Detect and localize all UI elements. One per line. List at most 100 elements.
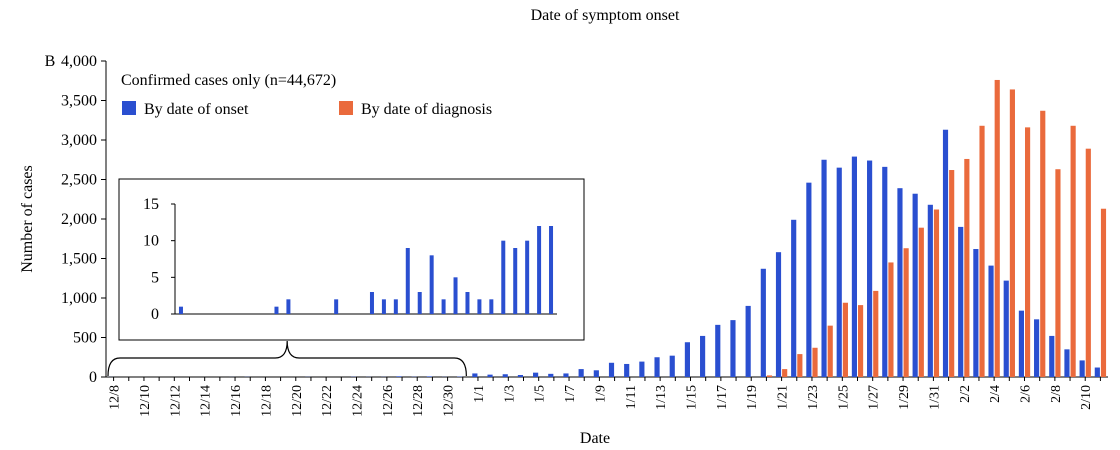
inset-bar	[501, 241, 505, 314]
bar-onset	[1049, 336, 1054, 377]
x-tick-label: 1/29	[897, 385, 912, 410]
bar-onset	[730, 320, 735, 377]
inset-bar	[370, 292, 374, 314]
bar-onset	[472, 373, 477, 377]
bar-onset	[973, 249, 978, 377]
bar-onset	[609, 363, 614, 377]
y-tick-label: 3,500	[61, 93, 97, 110]
inset-bar	[394, 299, 398, 314]
y-tick-label: 0	[89, 369, 97, 386]
bar-onset	[1064, 349, 1069, 377]
x-tick-label: 12/16	[229, 385, 244, 417]
bar-diagnosis	[1055, 169, 1060, 377]
inset-bar	[179, 307, 183, 314]
inset-bar	[513, 248, 517, 314]
x-tick-label: 1/5	[533, 385, 548, 403]
bar-onset	[746, 306, 751, 377]
x-tick-label: 1/11	[624, 385, 639, 409]
bar-onset	[639, 362, 644, 377]
y-tick-label: 3,000	[61, 132, 97, 149]
x-tick-label: 1/23	[806, 385, 821, 410]
y-tick-label: 1,500	[61, 251, 97, 268]
bar-diagnosis	[995, 80, 1000, 377]
x-tick-label: 12/10	[138, 385, 153, 417]
x-tick-label: 12/24	[351, 385, 366, 417]
bar-diagnosis	[949, 170, 954, 377]
bar-diagnosis	[873, 291, 878, 377]
x-tick-label: 1/9	[593, 385, 608, 403]
bar-onset	[928, 205, 933, 377]
bar-diagnosis	[888, 262, 893, 377]
inset-bar	[274, 307, 278, 314]
inset-bracket	[108, 341, 466, 376]
x-tick-label: 1/15	[685, 385, 700, 410]
y-tick-label: 1,000	[61, 290, 97, 307]
bar-onset	[427, 376, 432, 377]
bar-onset	[670, 356, 675, 377]
panel-label: B	[45, 53, 56, 70]
inset-bar	[454, 277, 458, 314]
x-tick-label: 12/28	[411, 385, 426, 417]
x-tick-label: 1/1	[472, 385, 487, 403]
bar-diagnosis	[1086, 149, 1091, 377]
x-tick-label: 1/27	[867, 385, 882, 410]
legend-label-onset: By date of onset	[144, 101, 249, 118]
x-tick-label: 12/18	[259, 385, 274, 417]
x-tick-label: 1/25	[836, 385, 851, 410]
chart-title: Confirmed cases only (n=44,672)	[121, 72, 336, 89]
bar-diagnosis	[1025, 127, 1030, 377]
bar-onset	[715, 325, 720, 377]
bar-diagnosis	[964, 159, 969, 377]
legend-label-diagnosis: By date of diagnosis	[361, 101, 492, 118]
inset-bar	[525, 241, 529, 314]
x-tick-label: 2/8	[1049, 385, 1064, 403]
bar-diagnosis	[919, 228, 924, 377]
x-axis-label: Date	[580, 430, 610, 445]
bar-diagnosis	[979, 126, 984, 377]
y-axis-label: Number of cases	[19, 165, 36, 273]
x-tick-label: 1/21	[776, 385, 791, 410]
inset-y-tick-label: 10	[143, 233, 159, 250]
bar-onset	[882, 167, 887, 377]
bar-onset	[821, 160, 826, 377]
legend-swatch-onset	[122, 101, 136, 115]
bar-onset	[897, 188, 902, 377]
bar-onset	[867, 161, 872, 377]
inset-bar	[334, 299, 338, 314]
bar-onset	[548, 374, 553, 377]
bar-diagnosis	[904, 248, 909, 377]
bar-diagnosis	[797, 354, 802, 377]
y-tick-label: 2,000	[61, 211, 97, 228]
inset-bar	[489, 299, 493, 314]
bar-onset	[396, 376, 401, 377]
bar-onset	[761, 269, 766, 377]
bar-diagnosis	[1101, 209, 1106, 377]
inset-y-tick-label: 0	[151, 306, 159, 323]
bar-diagnosis	[843, 303, 848, 377]
x-tick-label: 12/12	[168, 385, 183, 417]
x-tick-label: 1/7	[563, 385, 578, 403]
bar-diagnosis	[1010, 89, 1015, 377]
legend-swatch-diagnosis	[339, 101, 353, 115]
bar-onset	[533, 373, 538, 377]
x-tick-label: 1/13	[654, 385, 669, 410]
bar-onset	[837, 168, 842, 377]
bar-onset	[943, 130, 948, 377]
bar-onset	[1019, 311, 1024, 377]
bar-diagnosis	[828, 326, 833, 377]
bar-onset	[685, 342, 690, 377]
bar-onset	[563, 373, 568, 377]
y-tick-label: 4,000	[61, 53, 97, 70]
y-tick-label: 2,500	[61, 172, 97, 189]
x-tick-label: 12/8	[108, 385, 123, 410]
inset-bar	[442, 299, 446, 314]
bar-onset	[1080, 360, 1085, 377]
inset-bar	[418, 292, 422, 314]
x-tick-label: 1/31	[927, 385, 942, 410]
chart-header: Date of symptom onset	[531, 7, 680, 24]
inset-bar	[286, 299, 290, 314]
x-tick-label: 1/17	[715, 385, 730, 410]
inset-bar	[382, 299, 386, 314]
